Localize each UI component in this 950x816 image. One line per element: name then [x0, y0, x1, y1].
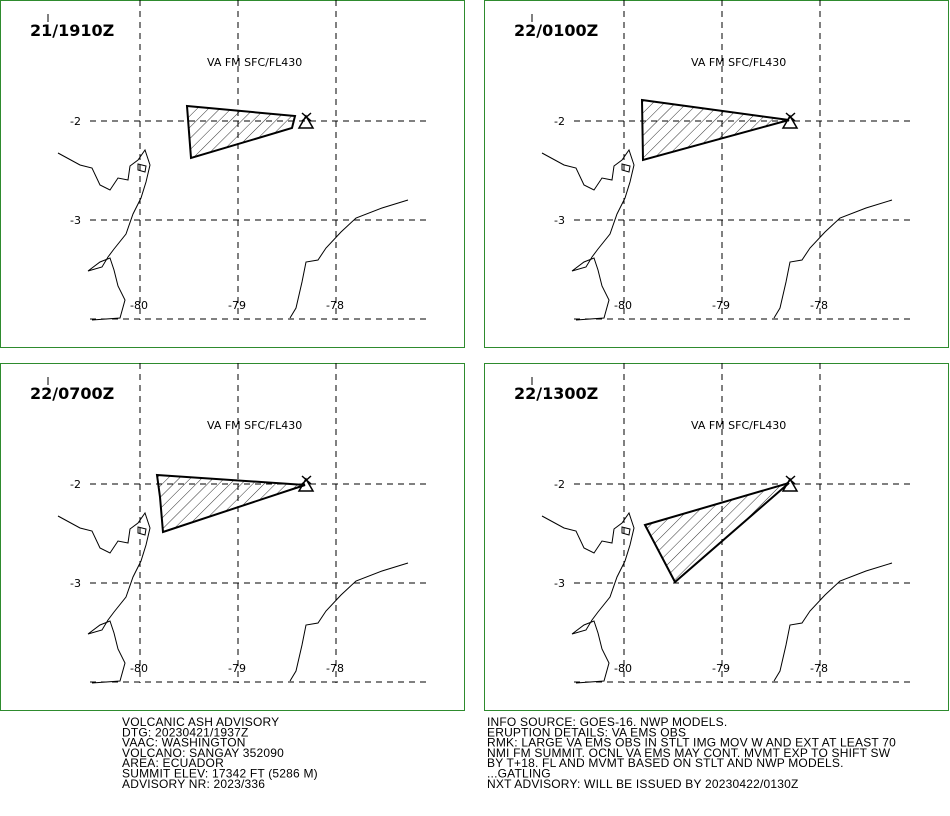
lat-label: -2	[554, 115, 565, 128]
coastline	[773, 562, 893, 682]
panel-frame	[0, 0, 465, 348]
level-label: VA FM SFC/FL430	[691, 419, 786, 432]
lat-label: -3	[554, 214, 565, 227]
advisory-line: VOLCANO: SANGAY 352090	[122, 746, 284, 760]
ash-area	[155, 473, 306, 534]
lon-label: -80	[614, 299, 632, 312]
advisory-line: BY T+18. FL AND MVMT BASED ON STLT AND N…	[487, 756, 844, 770]
advisory-line: RMK: LARGE VA EMS OBS IN STLT IMG MOV W …	[487, 736, 896, 750]
advisory-line: SUMMIT ELEV: 17342 FT (5286 M)	[122, 767, 318, 781]
advisory-line: VOLCANIC ASH ADVISORY	[122, 715, 279, 729]
ash-area	[185, 104, 297, 160]
lon-label: -80	[614, 662, 632, 675]
advisory-line: VAAC: WASHINGTON	[122, 736, 246, 750]
lat-label: -3	[554, 577, 565, 590]
advisory-line: ADVISORY NR: 2023/336	[122, 777, 265, 791]
map-panel: 22/0700Z VA FM SFC/FL430 -2 -3 -80 -79 -78	[0, 363, 465, 711]
map-panel: 22/0100Z VA FM SFC/FL430 -2 -3 -80 -79 -78	[484, 0, 949, 348]
coastline	[57, 511, 151, 684]
coastline	[289, 562, 409, 682]
lon-label: -79	[228, 299, 246, 312]
coastline	[137, 163, 147, 173]
lon-label: -79	[712, 662, 730, 675]
coastline	[137, 526, 147, 536]
lon-label: -78	[810, 662, 828, 675]
lon-label: -78	[326, 662, 344, 675]
ash-area	[643, 482, 790, 584]
valid-time: 21/1910Z	[30, 21, 114, 40]
volcano-symbol	[781, 475, 799, 492]
valid-time: 22/0100Z	[514, 21, 598, 40]
panel-frame	[484, 0, 949, 348]
lat-label: -3	[70, 577, 81, 590]
lon-label: -79	[712, 299, 730, 312]
level-label: VA FM SFC/FL430	[207, 56, 302, 69]
valid-time: 22/0700Z	[30, 384, 114, 403]
level-label: VA FM SFC/FL430	[691, 56, 786, 69]
advisory-line: ...GATLING	[487, 767, 551, 781]
advisory-line: NMI FM SUMMIT. OCNL VA EMS MAY CONT. MVM…	[487, 746, 891, 760]
lat-label: -3	[70, 214, 81, 227]
lat-label: -2	[554, 478, 565, 491]
lat-label: -2	[70, 115, 81, 128]
volcano-symbol	[297, 112, 315, 129]
coastline	[621, 163, 631, 173]
advisory-line: INFO SOURCE: GOES-16. NWP MODELS.	[487, 715, 727, 729]
advisory-line: AREA: ECUADOR	[122, 756, 224, 770]
map-panel: 22/1300Z VA FM SFC/FL430 -2 -3 -80 -79 -78	[484, 363, 949, 711]
lat-label: -2	[70, 478, 81, 491]
panel-frame	[0, 363, 465, 711]
lon-label: -78	[810, 299, 828, 312]
advisory-line: NXT ADVISORY: WILL BE ISSUED BY 20230422…	[487, 777, 799, 791]
coastline	[289, 199, 409, 319]
volcano-symbol	[297, 475, 315, 492]
map-panel: 21/1910Z VA FM SFC/FL430 -2 -3 -80 -79 -78	[0, 0, 465, 348]
coastline	[541, 511, 635, 684]
lon-label: -78	[326, 299, 344, 312]
lon-label: -80	[130, 662, 148, 675]
coastline	[773, 199, 893, 319]
coastline	[57, 148, 151, 321]
coastline	[621, 526, 631, 536]
volcano-symbol	[781, 112, 799, 129]
lon-label: -79	[228, 662, 246, 675]
coastline	[541, 148, 635, 321]
advisory-line: ERUPTION DETAILS: VA EMS OBS	[487, 725, 686, 739]
level-label: VA FM SFC/FL430	[207, 419, 302, 432]
valid-time: 22/1300Z	[514, 384, 598, 403]
lon-label: -80	[130, 299, 148, 312]
ash-area	[640, 98, 790, 162]
advisory-line: DTG: 20230421/1937Z	[122, 725, 249, 739]
